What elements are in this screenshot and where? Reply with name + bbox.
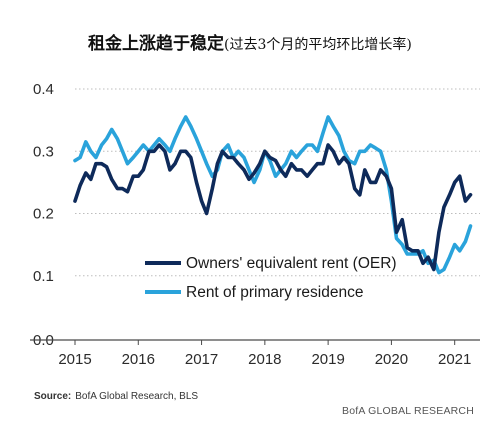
x-tick-label: 2016 (122, 351, 155, 368)
y-tick-label: 0.3 (33, 143, 54, 160)
source-text: BofA Global Research, BLS (75, 391, 198, 402)
y-axis-ticks: 0.00.10.20.30.4 (33, 81, 54, 349)
chart-title-main: 租金上涨趋于稳定 (88, 33, 224, 54)
y-tick-label: 0.4 (33, 81, 54, 98)
credit-text: BofA GLOBAL RESEARCH (342, 405, 474, 417)
x-tick-label: 2021 (438, 351, 471, 368)
x-tick-label: 2020 (375, 351, 408, 368)
gridlines (75, 88, 480, 277)
series-lines (73, 115, 473, 275)
legend-label-oer: Owners' equivalent rent (OER) (186, 255, 397, 272)
chart-title: 租金上涨趋于稳定(过去3个月的平均环比增长率) (88, 33, 412, 54)
series-line-rent (73, 115, 473, 275)
chart-subtitle: (过去3个月的平均环比增长率) (224, 36, 412, 53)
x-axis-ticks: 2015 2016 2017 2018 2019 2020 2021 (58, 340, 471, 368)
x-tick-label: 2019 (311, 351, 344, 368)
y-tick-label: 0.1 (33, 268, 54, 285)
x-tick-label: 2015 (58, 351, 91, 368)
source-key: Source: (34, 391, 71, 402)
legend-label-rent: Rent of primary residence (186, 284, 363, 301)
x-tick-label: 2018 (248, 351, 281, 368)
legend: Owners' equivalent rent (OER) Rent of pr… (145, 255, 397, 301)
series-line-oer (73, 143, 473, 272)
source-note: Source: BofA Global Research, BLS (34, 391, 198, 402)
x-tick-label: 2017 (185, 351, 218, 368)
y-tick-label: 0.2 (33, 206, 54, 223)
